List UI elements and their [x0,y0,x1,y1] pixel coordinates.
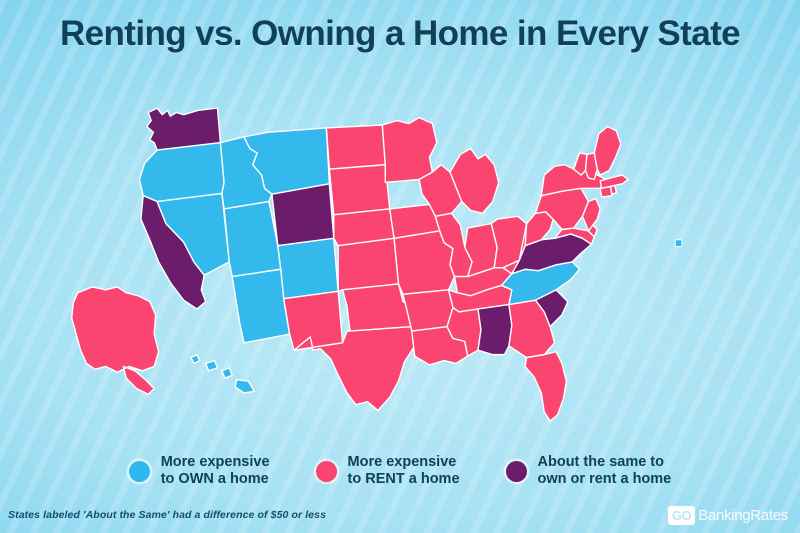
legend-label-rent: More expensive to RENT a home [347,453,460,487]
legend-item-rent[interactable]: More expensive to RENT a home [315,453,460,488]
logo-mark: GO [667,506,696,525]
state-new-mexico[interactable] [283,290,344,351]
legend-item-same[interactable]: About the same to own or rent a home [505,453,672,488]
dc-marker [674,239,683,247]
legend-label-same: About the same to own or rent a home [537,453,672,487]
page-title: Renting vs. Owning a Home in Every State [59,14,741,53]
state-kansas[interactable] [337,237,400,293]
state-colorado[interactable] [277,237,339,300]
us-choropleth-map [38,72,762,440]
state-alaska[interactable] [71,286,160,396]
state-maine[interactable] [593,125,622,176]
state-massachusetts[interactable] [599,174,629,189]
state-michigan[interactable] [449,147,500,215]
map-svg [71,107,683,422]
state-wyoming[interactable] [271,183,335,247]
state-virginia[interactable] [502,233,593,275]
state-hawaii[interactable] [190,353,255,394]
state-utah[interactable] [223,200,282,278]
brand-logo[interactable]: GO BankingRates [667,506,788,525]
legend-item-own[interactable]: More expensive to OWN a home [128,453,270,488]
state-arkansas[interactable] [402,289,454,332]
state-minnesota[interactable] [381,116,438,184]
legend-label-own: More expensive to OWN a home [160,453,270,487]
footnote: States labeled 'About the Same' had a di… [8,509,327,521]
legend-swatch-own-icon [128,460,150,482]
state-montana[interactable] [243,127,331,195]
state-north-dakota[interactable] [325,124,386,170]
state-new-jersey[interactable] [581,197,601,232]
state-alabama[interactable] [477,303,513,356]
legend: More expensive to OWN a home More expens… [0,448,800,494]
state-texas[interactable] [293,325,416,412]
state-washington[interactable] [146,107,222,151]
state-oregon[interactable] [138,141,225,203]
legend-swatch-same-icon [505,460,527,482]
state-south-dakota[interactable] [328,164,391,216]
logo-wordmark: BankingRates [698,507,788,524]
legend-swatch-rent-icon [315,460,337,482]
state-florida[interactable] [524,350,568,422]
state-arizona[interactable] [231,268,291,344]
